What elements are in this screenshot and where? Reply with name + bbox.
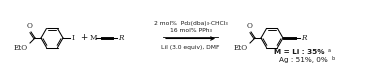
Text: 16 mol% PPh₃: 16 mol% PPh₃ [170,28,211,33]
Text: b: b [332,56,335,61]
Text: M: M [90,34,98,42]
Text: O: O [247,22,253,30]
Text: EtO: EtO [14,44,28,52]
Text: +: + [80,33,88,43]
Text: EtO: EtO [234,44,248,52]
Text: 2 mol%  Pd₂(dba)₃·CHCl₃: 2 mol% Pd₂(dba)₃·CHCl₃ [154,22,227,27]
Text: M = Li : 35%: M = Li : 35% [274,49,324,55]
Text: Ag : 51%, 0%: Ag : 51%, 0% [279,57,327,63]
Text: R: R [118,34,123,42]
Text: O: O [27,22,33,30]
Text: LiI (3.0 equiv), DMF: LiI (3.0 equiv), DMF [161,45,220,50]
Text: R: R [301,34,307,42]
Text: I: I [71,34,74,42]
Text: a: a [328,48,331,53]
